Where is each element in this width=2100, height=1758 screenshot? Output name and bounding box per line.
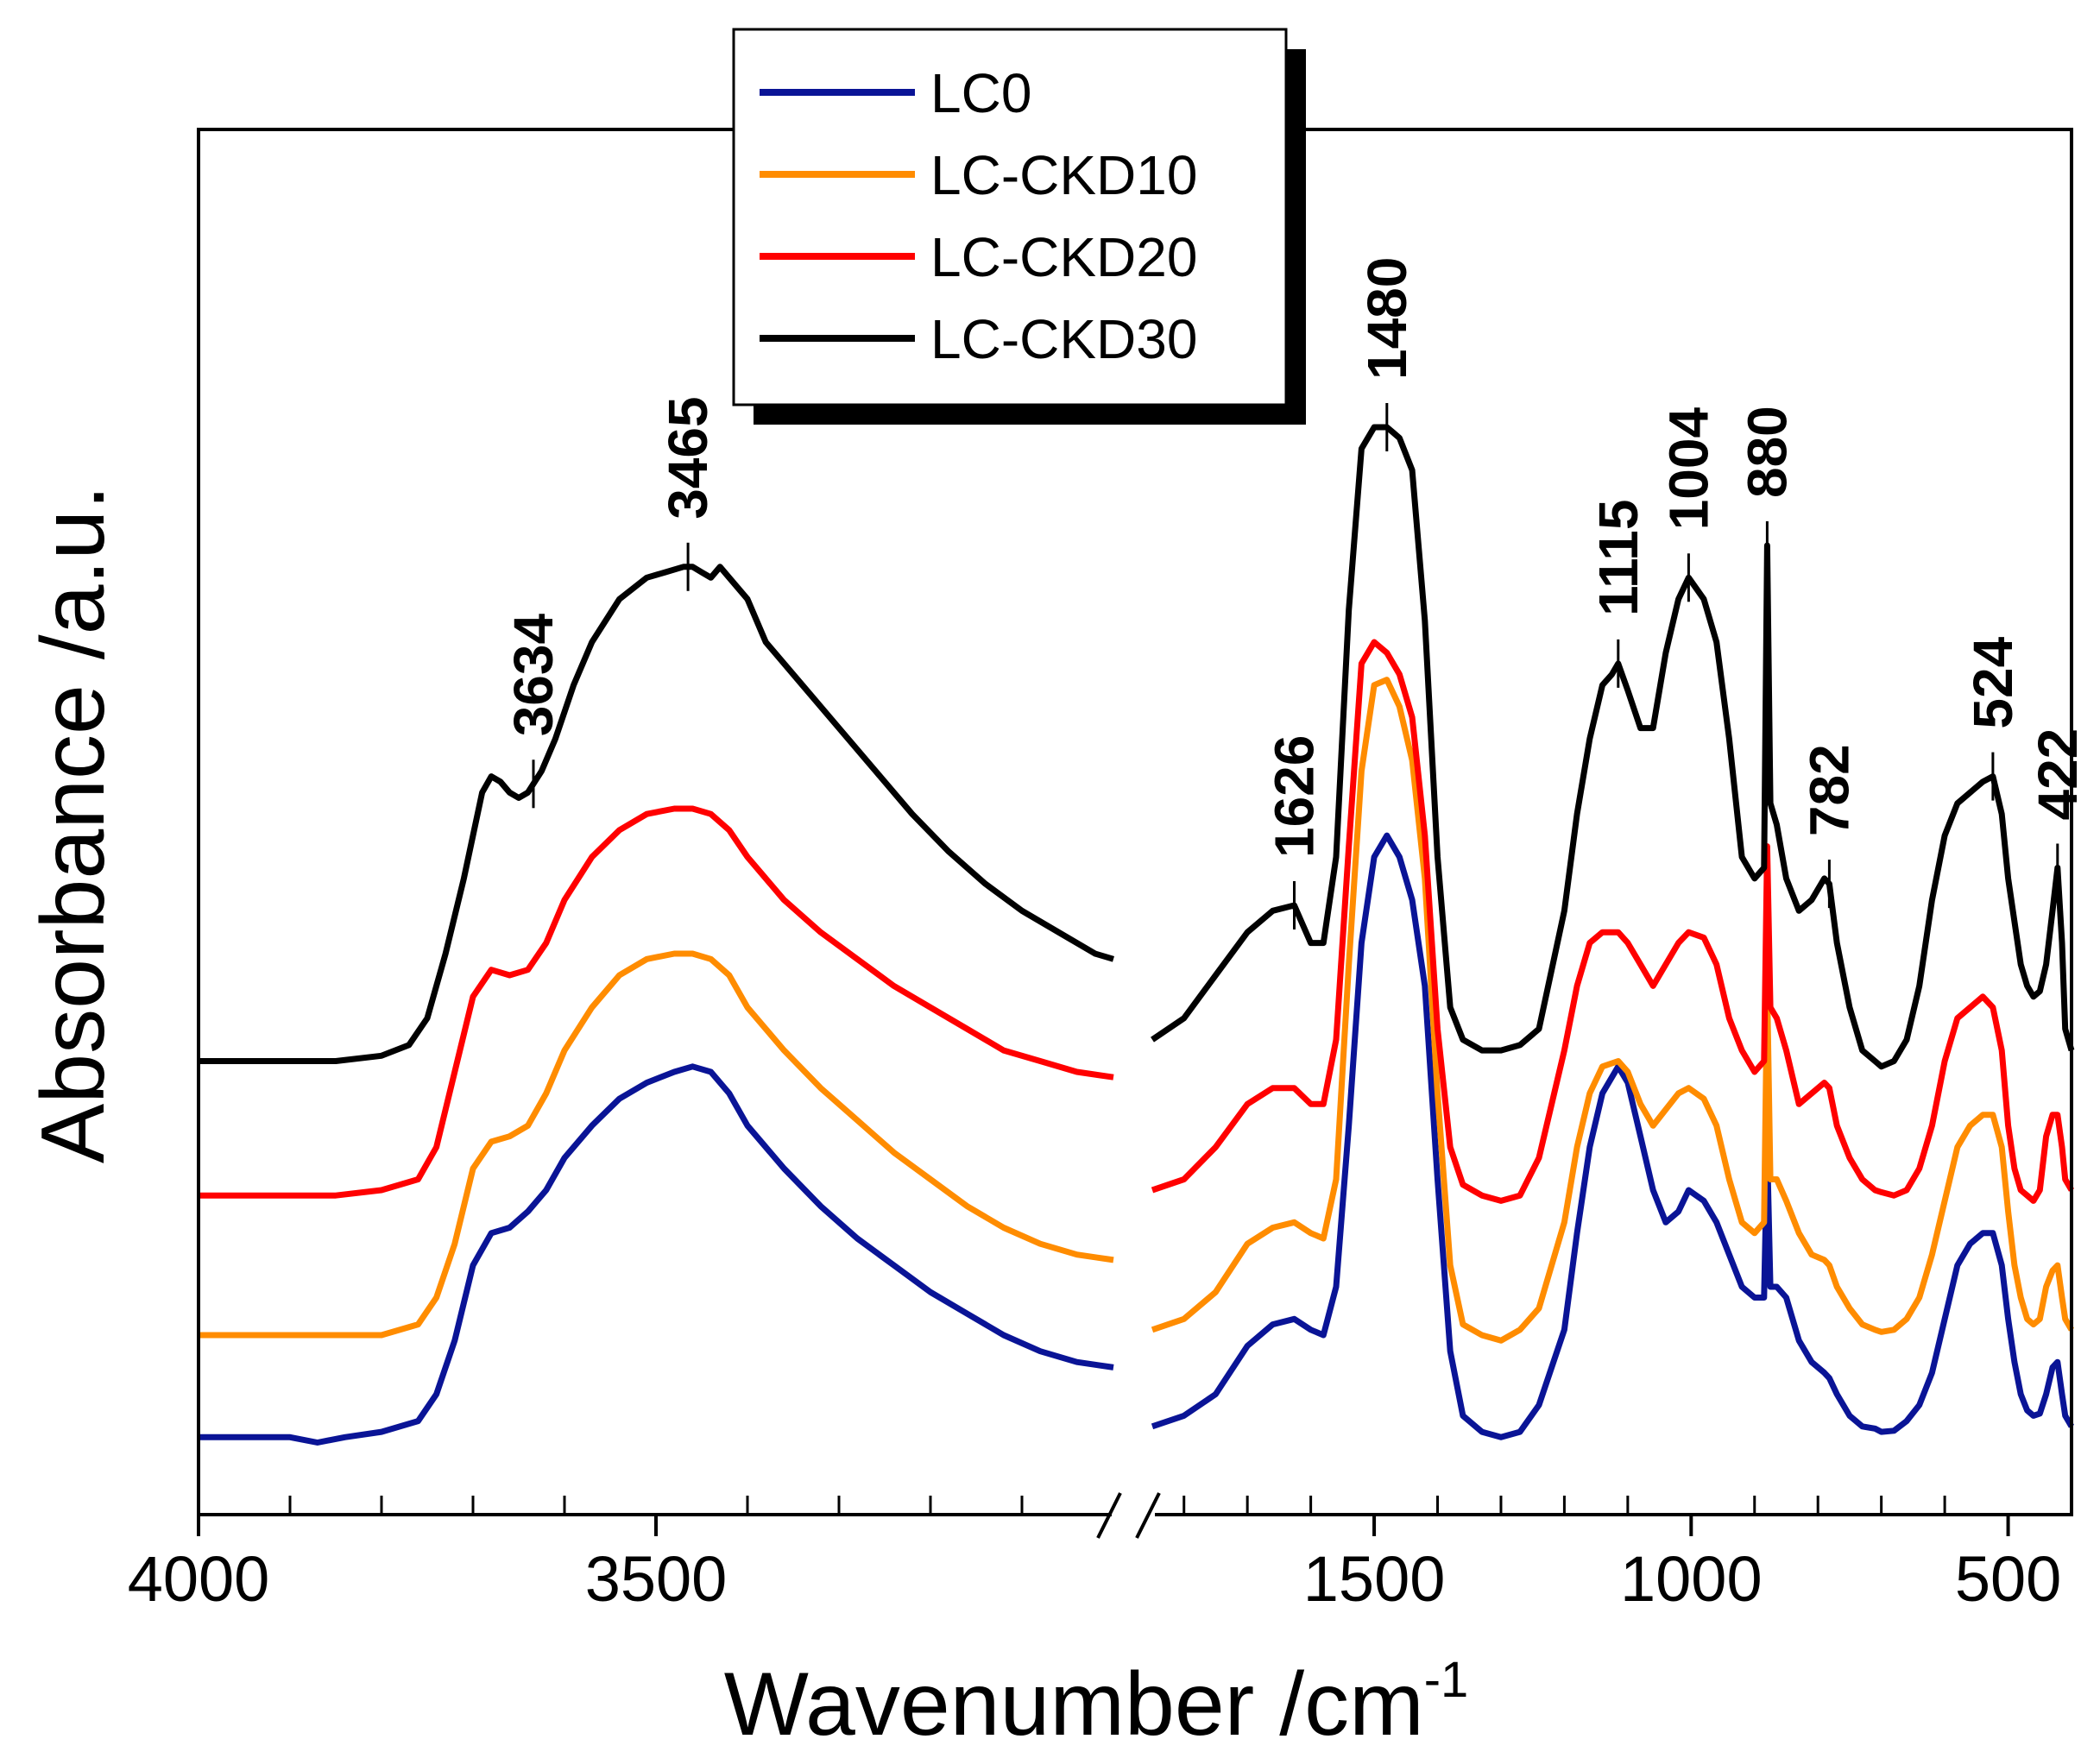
peak-label-880: 880 xyxy=(1736,406,1798,498)
y-axis-title: Absorbance /a.u. xyxy=(23,485,123,1163)
peak-label-3634: 3634 xyxy=(502,614,564,737)
x-axis-title-superscript: -1 xyxy=(1424,1652,1469,1708)
peak-label-422: 422 xyxy=(2027,728,2089,821)
x-tick-label-4000: 4000 xyxy=(128,1543,270,1615)
peak-label-524: 524 xyxy=(1962,636,2024,728)
legend: LC0 LC-CKD10 LC-CKD20 LC-CKD30 xyxy=(732,28,1306,425)
peak-label-3465: 3465 xyxy=(657,396,719,519)
peak-label-1626: 1626 xyxy=(1264,735,1326,858)
peak-label-1115: 1115 xyxy=(1587,500,1649,616)
legend-label-lc0: LC0 xyxy=(930,62,1031,124)
axis-break-mark-right xyxy=(1135,1492,1161,1539)
series-line-lc-ckd30-high xyxy=(199,564,1114,1064)
series-line-lc0-low xyxy=(1151,832,2075,1440)
series-layer xyxy=(199,424,2075,1446)
axis-break-mark-left xyxy=(1096,1492,1122,1539)
series-line-lc-ckd20-low xyxy=(1151,639,2075,1204)
series-line-lc-ckd10-low xyxy=(1151,677,2075,1344)
peak-label-782: 782 xyxy=(1798,744,1860,836)
x-axis-ticks: 4000 3500 1500 1000 500 xyxy=(128,1496,2073,1615)
x-tick-label-500: 500 xyxy=(1955,1543,2061,1615)
legend-label-lc-ckd10: LC-CKD10 xyxy=(930,144,1197,206)
series-line-lc-ckd20-high xyxy=(199,805,1114,1199)
series-line-lc-ckd10-high xyxy=(199,950,1114,1339)
peak-label-1004: 1004 xyxy=(1657,407,1719,531)
x-tick-label-3500: 3500 xyxy=(585,1543,728,1615)
x-axis-title-main: Wavenumber /cm xyxy=(724,1654,1424,1755)
x-axis-title: Wavenumber /cm-1 xyxy=(724,1652,1469,1755)
x-tick-label-1500: 1500 xyxy=(1303,1543,1446,1615)
legend-label-lc-ckd20: LC-CKD20 xyxy=(930,226,1197,288)
peak-label-1480: 1480 xyxy=(1356,257,1418,380)
legend-label-lc-ckd30: LC-CKD30 xyxy=(930,308,1197,370)
x-tick-label-1000: 1000 xyxy=(1620,1543,1763,1615)
series-line-lc0-high xyxy=(199,1063,1114,1446)
